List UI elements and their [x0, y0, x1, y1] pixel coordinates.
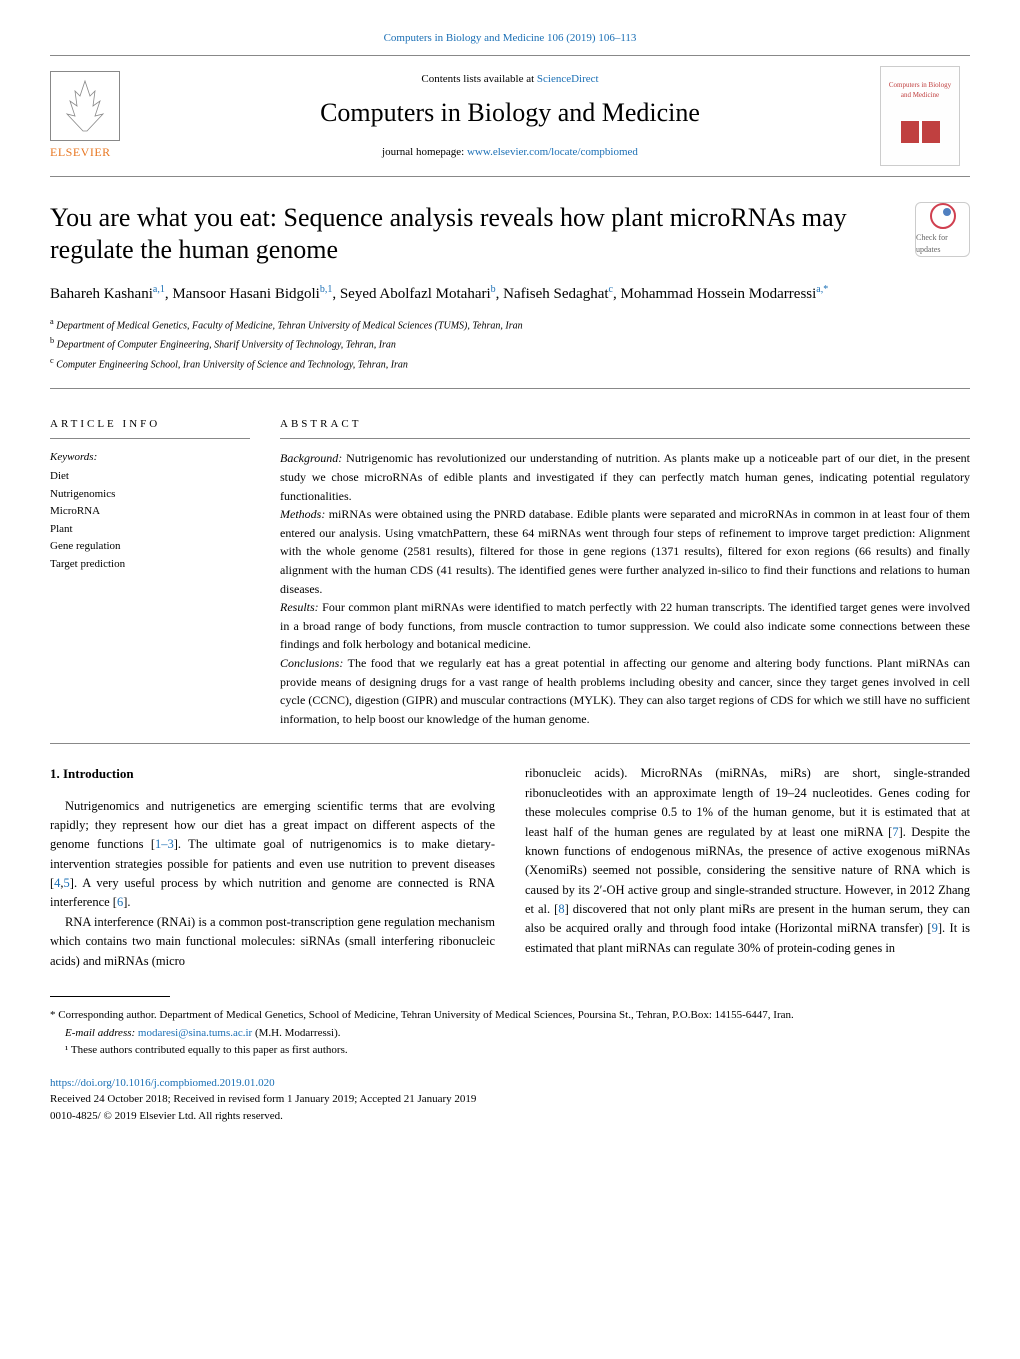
elsevier-wordmark: ELSEVIER [50, 143, 150, 161]
results-text: Four common plant miRNAs were identified… [280, 600, 970, 651]
citation-link[interactable]: Computers in Biology and Medicine 106 (2… [384, 32, 637, 44]
homepage-link[interactable]: www.elsevier.com/locate/compbiomed [467, 146, 638, 158]
methods-text: miRNAs were obtained using the PNRD data… [280, 507, 970, 595]
abstract-text: Background: Nutrigenomic has revolutioni… [280, 449, 970, 728]
intro-p3: ribonucleic acids). MicroRNAs (miRNAs, m… [525, 764, 970, 958]
contents-line: Contents lists available at ScienceDirec… [150, 71, 870, 88]
cover-bar-icon [901, 121, 919, 143]
intro-p2: RNA interference (RNAi) is a common post… [50, 913, 495, 971]
article-title: You are what you eat: Sequence analysis … [50, 202, 915, 267]
keyword-item: Nutrigenomics [50, 486, 250, 504]
cover-title: Computers in Biology and Medicine [886, 80, 954, 101]
divider [50, 743, 970, 744]
background-label: Background: [280, 451, 342, 465]
article-info-col: ARTICLE INFO Keywords: DietNutrigenomics… [50, 416, 250, 728]
column-left: 1. Introduction Nutrigenomics and nutrig… [50, 764, 495, 971]
keyword-item: Plant [50, 521, 250, 539]
info-abstract-row: ARTICLE INFO Keywords: DietNutrigenomics… [50, 404, 970, 728]
email-link[interactable]: modaresi@sina.tums.ac.ir [138, 1027, 252, 1039]
article-info-heading: ARTICLE INFO [50, 416, 250, 440]
footnote-divider [50, 996, 170, 997]
cover-graphics [886, 121, 954, 143]
copyright-line: 0010-4825/ © 2019 Elsevier Ltd. All righ… [50, 1108, 970, 1125]
homepage-prefix: journal homepage: [382, 146, 467, 158]
doi-line: https://doi.org/10.1016/j.compbiomed.201… [50, 1075, 970, 1092]
sciencedirect-link[interactable]: ScienceDirect [537, 73, 599, 85]
results-label: Results: [280, 600, 319, 614]
title-row: You are what you eat: Sequence analysis … [50, 202, 970, 267]
methods-label: Methods: [280, 507, 325, 521]
abstract-col: ABSTRACT Background: Nutrigenomic has re… [280, 416, 970, 728]
affiliations: a Department of Medical Genetics, Facult… [50, 315, 970, 373]
citation[interactable]: 4 [54, 876, 60, 890]
doi-link[interactable]: https://doi.org/10.1016/j.compbiomed.201… [50, 1077, 275, 1089]
main-content: 1. Introduction Nutrigenomics and nutrig… [50, 764, 970, 971]
abstract-heading: ABSTRACT [280, 416, 970, 440]
keywords-list: DietNutrigenomicsMicroRNAPlantGene regul… [50, 468, 250, 574]
conclusions-label: Conclusions: [280, 656, 343, 670]
check-updates-badge[interactable]: Check for updates [915, 202, 970, 257]
citation-header: Computers in Biology and Medicine 106 (2… [50, 30, 970, 47]
equal-contribution: ¹ These authors contributed equally to t… [50, 1042, 970, 1060]
corresponding-author: * Corresponding author. Department of Me… [50, 1007, 970, 1025]
affiliation-c: c Computer Engineering School, Iran Univ… [50, 354, 970, 373]
email-suffix: (M.H. Modarressi). [252, 1027, 340, 1039]
homepage-line: journal homepage: www.elsevier.com/locat… [150, 144, 870, 161]
keyword-item: Target prediction [50, 556, 250, 574]
email-label: E-mail address: [65, 1027, 138, 1039]
received-line: Received 24 October 2018; Received in re… [50, 1091, 970, 1108]
email-line: E-mail address: modaresi@sina.tums.ac.ir… [50, 1025, 970, 1043]
conclusions-text: The food that we regularly eat has a gre… [280, 656, 970, 726]
publisher-logo-block: ELSEVIER [50, 71, 150, 161]
elsevier-tree-icon [50, 71, 120, 141]
divider [50, 388, 970, 389]
intro-p1: Nutrigenomics and nutrigenetics are emer… [50, 797, 495, 913]
updates-label: Check for updates [916, 232, 969, 256]
updates-mark-icon [943, 208, 951, 216]
affiliation-b: b Department of Computer Engineering, Sh… [50, 334, 970, 353]
contents-prefix: Contents lists available at [421, 73, 536, 85]
background-text: Nutrigenomic has revolutionized our unde… [280, 451, 970, 502]
journal-title: Computers in Biology and Medicine [150, 93, 870, 132]
updates-circle-icon [930, 203, 956, 229]
keyword-item: Diet [50, 468, 250, 486]
footnotes: * Corresponding author. Department of Me… [50, 1007, 970, 1060]
keyword-item: MicroRNA [50, 503, 250, 521]
cover-bar-icon [922, 121, 940, 143]
journal-header: ELSEVIER Contents lists available at Sci… [50, 55, 970, 177]
keyword-item: Gene regulation [50, 538, 250, 556]
intro-heading: 1. Introduction [50, 764, 495, 784]
column-right: ribonucleic acids). MicroRNAs (miRNAs, m… [525, 764, 970, 971]
journal-cover-icon: Computers in Biology and Medicine [880, 66, 960, 166]
keywords-label: Keywords: [50, 449, 250, 466]
citation[interactable]: 1–3 [155, 837, 174, 851]
authors-line: Bahareh Kashania,1, Mansoor Hasani Bidgo… [50, 282, 970, 306]
header-center: Contents lists available at ScienceDirec… [150, 71, 870, 161]
affiliation-a: a Department of Medical Genetics, Facult… [50, 315, 970, 334]
journal-cover-block: Computers in Biology and Medicine [870, 66, 970, 166]
